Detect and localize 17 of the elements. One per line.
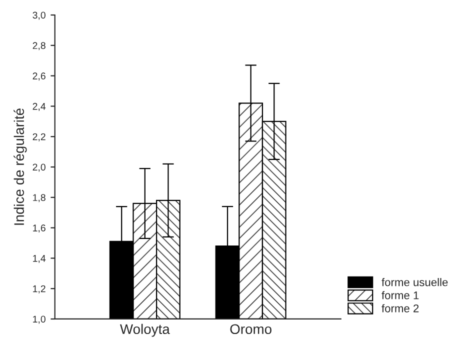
y-tick-label: 2,4 bbox=[32, 102, 46, 111]
y-tick-label: 1,8 bbox=[33, 194, 46, 202]
x-tick-label: Oromo bbox=[230, 324, 272, 334]
y-tick-label: 3,0 bbox=[32, 12, 46, 20]
y-tick-label: 1,4 bbox=[33, 255, 46, 263]
y-axis-title: Indice de régularité bbox=[14, 108, 27, 225]
x-tick-label: Woloyta bbox=[120, 324, 170, 337]
y-tick-label: 2,8 bbox=[32, 42, 46, 50]
y-tick-label: 2,6 bbox=[32, 72, 46, 81]
legend-label: forme 1 bbox=[382, 291, 419, 300]
y-tick-label: 1,0 bbox=[33, 316, 46, 324]
y-tick-label: 1,6 bbox=[33, 224, 46, 233]
y-tick-label: 1,2 bbox=[33, 285, 46, 294]
legend-label: forme usuelle bbox=[382, 278, 448, 286]
legend-label: forme 2 bbox=[382, 304, 419, 312]
y-tick-label: 2,2 bbox=[32, 133, 46, 142]
y-tick-label: 2,0 bbox=[32, 164, 46, 172]
